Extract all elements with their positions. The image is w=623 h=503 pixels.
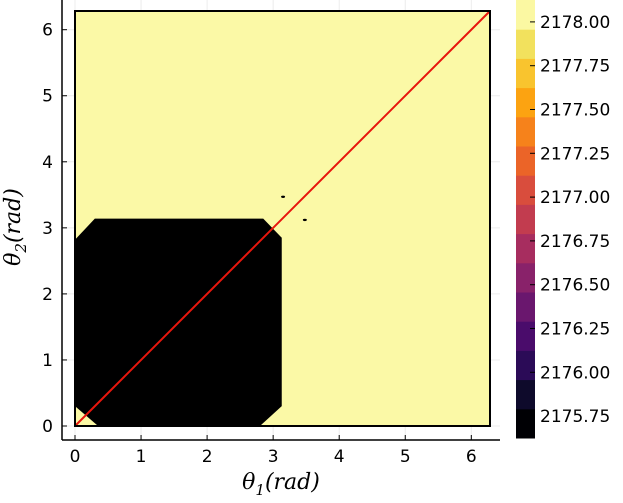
- colorbar-tick-label: 2177.50: [540, 101, 610, 121]
- colorbar-tick-label: 2178.00: [540, 13, 610, 33]
- colorbar-tick-label: 2177.00: [540, 188, 610, 208]
- y-tick-label: 3: [42, 219, 53, 239]
- y-tick-label: 1: [42, 351, 53, 371]
- diagonal-line: [74, 10, 491, 427]
- colorbar-band: [516, 379, 535, 410]
- colorbar-band: [516, 204, 535, 235]
- y-tick-label: 0: [42, 417, 53, 437]
- contour-spot: [281, 195, 286, 199]
- colorbar-band: [516, 408, 535, 439]
- colorbar-band: [516, 0, 535, 30]
- colorbar-tick-label: 2176.00: [540, 363, 610, 383]
- colorbar-band: [516, 262, 535, 293]
- colorbar-band: [516, 146, 535, 176]
- colorbar-tick-label: 2176.75: [540, 232, 610, 252]
- x-axis-label: θ1(rad): [242, 470, 320, 499]
- colorbar-tick-label: 2177.75: [540, 57, 610, 77]
- colorbar-band: [516, 175, 535, 205]
- y-axis: 0 1 2 3 4 5 6: [42, 21, 67, 437]
- x-tick-label: 3: [268, 447, 279, 467]
- colorbar-tick-label: 2177.25: [540, 144, 610, 164]
- y-tick-label: 5: [42, 87, 53, 107]
- colorbar-tick-label: 2176.25: [540, 320, 610, 340]
- x-tick-label: 0: [70, 447, 81, 467]
- x-tick-label: 6: [466, 447, 477, 467]
- x-tick-label: 1: [136, 447, 147, 467]
- colorbar-tick-label: 2176.50: [540, 276, 610, 296]
- colorbar-band: [516, 292, 535, 322]
- colorbar-band: [516, 350, 535, 381]
- y-tick-label: 2: [42, 285, 53, 305]
- colorbar-band: [516, 233, 535, 264]
- colorbar-band: [516, 87, 535, 118]
- contour-spot: [302, 218, 307, 222]
- colorbar-band: [516, 321, 535, 351]
- colorbar-band: [516, 29, 535, 59]
- colorbar-tick-label: 2175.75: [540, 407, 610, 427]
- colorbar-band: [516, 58, 535, 89]
- x-axis: 0 1 2 3 4 5 6: [70, 435, 477, 467]
- x-tick-label: 5: [400, 447, 411, 467]
- plot-area: [61, 0, 500, 441]
- x-tick-label: 4: [334, 447, 345, 467]
- colorbar: 2175.75 2176.00 2176.25 2176.50 2176.75 2177.…: [516, 0, 610, 439]
- y-tick-label: 6: [42, 21, 53, 41]
- y-axis-label: θ2(rad): [1, 188, 30, 266]
- colorbar-band: [516, 116, 535, 147]
- plot-frame: [74, 10, 491, 427]
- y-tick-label: 4: [42, 153, 53, 173]
- x-tick-label: 2: [202, 447, 213, 467]
